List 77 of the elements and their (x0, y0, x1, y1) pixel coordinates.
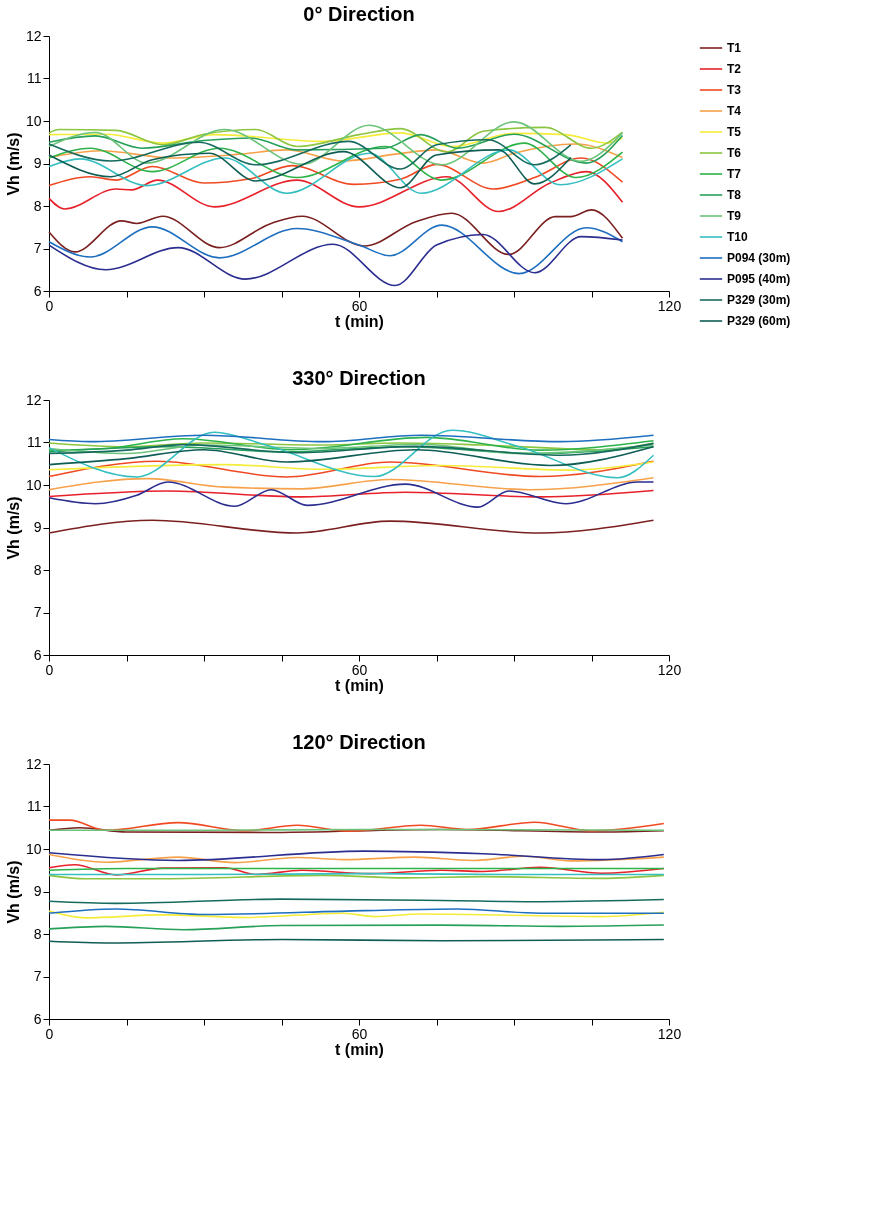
y-tick-label: 6 (33, 1010, 42, 1027)
y-tick-label: 7 (33, 968, 42, 984)
y-tick-label: 12 (25, 27, 42, 44)
chart-title: 0° Direction (303, 3, 415, 25)
x-tick-label: 60 (351, 1025, 368, 1042)
x-axis-title: t (min) (335, 1040, 384, 1058)
y-axis-title: Vh (m/s) (4, 132, 22, 196)
line-series (48, 138, 572, 170)
legend-label: T2 (727, 62, 742, 76)
x-tick-label: 120 (657, 297, 682, 314)
line-series (48, 126, 624, 153)
line-series (48, 489, 655, 498)
chart-title: 330° Direction (292, 367, 426, 389)
legend-label: P329 (60m) (727, 314, 791, 328)
line-series (48, 142, 624, 181)
y-tick-label: 6 (33, 282, 42, 299)
line-series (48, 476, 655, 491)
y-tick-label: 10 (25, 112, 42, 129)
line-series (48, 170, 624, 213)
legend-label: T8 (727, 188, 742, 202)
legend-label: T1 (727, 41, 742, 55)
y-tick-label: 12 (25, 755, 42, 772)
line-series (48, 819, 665, 832)
line-series (48, 863, 665, 876)
y-tick-label: 10 (25, 840, 42, 857)
x-axis-title: t (min) (335, 676, 384, 694)
line-series (48, 461, 655, 471)
line-series (48, 445, 655, 467)
y-tick-label: 8 (33, 925, 42, 942)
line-series (48, 436, 655, 451)
x-tick-label: 0 (45, 297, 54, 314)
legend-label: T10 (727, 230, 748, 244)
y-tick-label: 6 (33, 646, 42, 663)
y-tick-label: 8 (33, 197, 42, 214)
x-tick-label: 120 (657, 1025, 682, 1042)
y-tick-label: 11 (26, 434, 42, 450)
legend-label: T5 (727, 125, 742, 139)
y-tick-label: 7 (33, 240, 42, 256)
y-tick-label: 7 (33, 604, 42, 620)
y-tick-label: 8 (33, 561, 42, 578)
legend-label: T3 (727, 83, 742, 97)
line-series (48, 149, 624, 195)
x-axis-title: t (min) (335, 312, 384, 330)
line-series (48, 149, 572, 189)
legend-label: T9 (727, 209, 742, 223)
line-series (48, 121, 624, 166)
x-tick-label: 60 (351, 297, 368, 314)
y-axis-title: Vh (m/s) (4, 860, 22, 924)
line-series (48, 209, 624, 256)
legend-label: T6 (727, 146, 742, 160)
line-series (48, 157, 624, 190)
line-series (48, 233, 624, 287)
x-tick-label: 0 (45, 661, 54, 678)
legend-label: P329 (30m) (727, 293, 791, 307)
line-series (48, 429, 655, 479)
y-axis-title: Vh (m/s) (4, 496, 22, 560)
y-tick-label: 9 (33, 883, 42, 899)
legend-label: P095 (40m) (727, 272, 791, 286)
legend-label: T4 (727, 104, 742, 118)
line-series (48, 132, 624, 148)
y-tick-label: 9 (33, 155, 42, 171)
line-series (48, 910, 665, 919)
y-tick-label: 10 (25, 476, 42, 493)
line-series (48, 481, 655, 508)
line-series (48, 460, 655, 478)
y-tick-label: 11 (26, 70, 42, 86)
x-tick-label: 120 (657, 661, 682, 678)
y-tick-label: 11 (26, 798, 42, 814)
x-tick-label: 0 (45, 1025, 54, 1042)
chart-title: 120° Direction (292, 731, 426, 753)
legend-label: P094 (30m) (727, 251, 791, 265)
y-tick-label: 9 (33, 519, 42, 535)
legend-label: T7 (727, 167, 742, 181)
line-series (48, 133, 624, 164)
x-tick-label: 60 (351, 661, 368, 678)
line-series (48, 224, 624, 275)
y-tick-label: 12 (25, 391, 42, 408)
